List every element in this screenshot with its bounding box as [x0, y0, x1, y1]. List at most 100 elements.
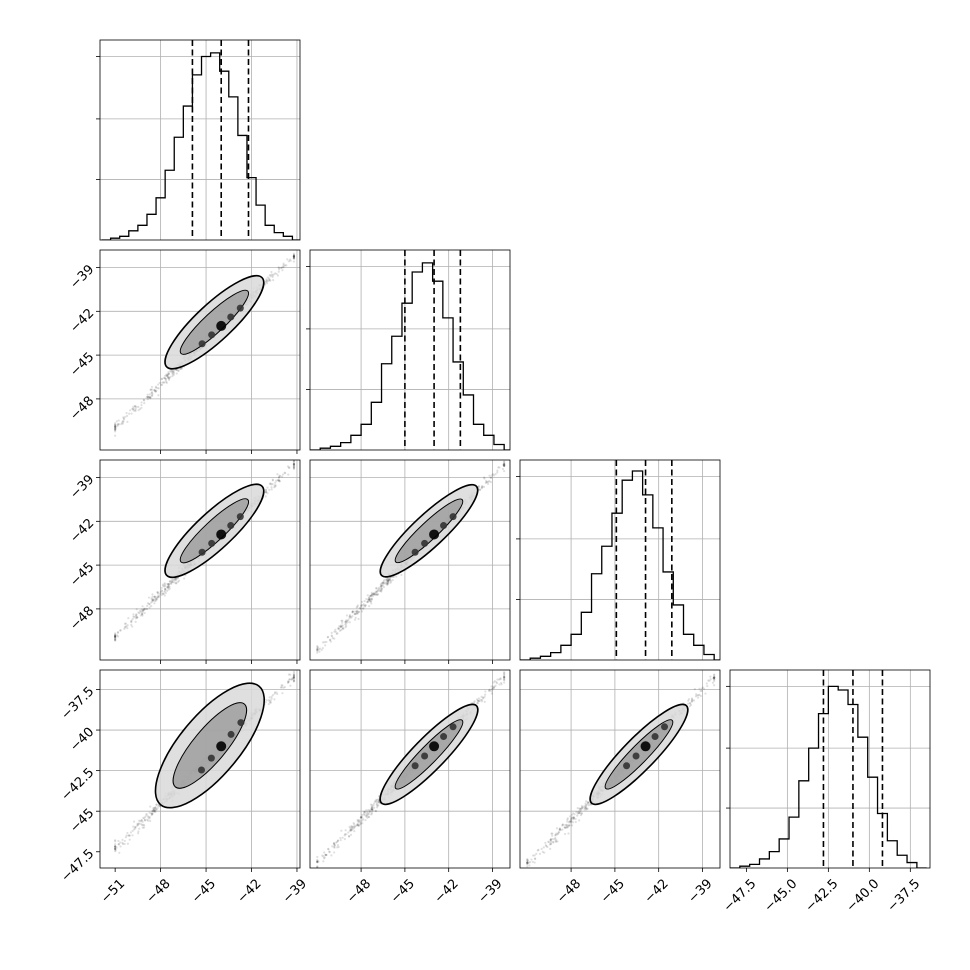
scatter-point	[114, 427, 117, 430]
x-tick-label: −42.5	[803, 876, 842, 915]
scatter-point	[572, 817, 575, 820]
scatter-point	[575, 811, 578, 814]
scatter-point	[345, 619, 348, 622]
scatter-point	[348, 829, 352, 832]
scatter-point	[370, 807, 373, 811]
scatter-point	[267, 277, 271, 280]
scatter-point	[269, 482, 272, 485]
scatter-point	[385, 583, 389, 586]
scatter-point	[348, 617, 351, 620]
scatter-point	[350, 616, 353, 619]
density-blob	[429, 741, 440, 752]
scatter-point	[351, 615, 354, 618]
scatter-point	[292, 460, 296, 463]
scatter-point	[168, 580, 171, 583]
scatter-point	[158, 381, 161, 385]
scatter-point	[280, 266, 283, 269]
scatter-point	[145, 814, 148, 817]
scatter-point	[119, 629, 122, 632]
scatter-point	[166, 583, 170, 586]
scatter-point	[265, 280, 268, 284]
scatter-point	[174, 577, 177, 580]
x-tick-label: −48	[554, 876, 584, 906]
scatter-point	[171, 369, 174, 372]
scatter-point	[333, 844, 336, 847]
scatter-point	[375, 798, 378, 802]
scatter-point	[333, 846, 336, 849]
scatter-point	[151, 595, 154, 598]
scatter-point	[368, 599, 371, 602]
scatter-point	[330, 631, 333, 634]
panel-scatter-2-0: −39 −42 −45 −48	[67, 459, 301, 664]
scatter-point	[366, 816, 369, 819]
scatter-point	[114, 639, 117, 642]
scatter-point	[371, 595, 374, 598]
scatter-point	[176, 577, 179, 580]
scatter-point	[542, 846, 545, 849]
scatter-point	[536, 849, 539, 852]
scatter-point	[366, 812, 369, 815]
scatter-point	[166, 586, 169, 589]
scatter-point	[580, 812, 583, 815]
scatter-point	[116, 631, 119, 635]
scatter-point	[367, 596, 371, 599]
scatter-point	[114, 845, 117, 848]
x-tick-label: −40.0	[844, 876, 883, 915]
scatter-point	[155, 596, 159, 599]
scatter-point	[565, 825, 568, 828]
scatter-point	[292, 675, 296, 678]
scatter-point	[281, 269, 284, 272]
scatter-point	[134, 615, 137, 618]
scatter-point	[496, 469, 499, 472]
scatter-point	[353, 825, 356, 828]
scatter-point	[292, 460, 296, 462]
panel-plot-area	[310, 460, 510, 660]
scatter-point	[287, 680, 290, 683]
scatter-point	[137, 822, 140, 825]
scatter-point	[367, 813, 370, 816]
scatter-point	[264, 495, 267, 498]
scatter-point	[333, 843, 336, 847]
scatter-point	[480, 695, 483, 698]
scatter-point	[321, 647, 324, 650]
scatter-point	[363, 810, 366, 813]
scatter-point	[356, 609, 359, 613]
scatter-point	[278, 478, 281, 482]
density-blob	[227, 522, 235, 530]
scatter-point	[292, 255, 296, 258]
scatter-point	[155, 803, 158, 806]
scatter-point	[122, 417, 125, 420]
scatter-point	[363, 814, 366, 817]
scatter-point	[373, 806, 376, 809]
scatter-point	[713, 679, 716, 683]
scatter-point	[124, 836, 127, 839]
scatter-point	[288, 466, 291, 469]
panel-plot-area	[100, 460, 300, 660]
density-blob	[227, 730, 235, 738]
scatter-point	[151, 600, 154, 603]
scatter-point	[114, 637, 117, 641]
scatter-point	[166, 373, 169, 376]
y-tick-label: −40	[67, 725, 97, 755]
scatter-point	[361, 822, 364, 825]
scatter-point	[322, 855, 325, 858]
scatter-point	[565, 826, 568, 829]
scatter-point	[149, 388, 152, 391]
scatter-point	[528, 861, 532, 864]
scatter-point	[569, 815, 572, 818]
panel-plot-area	[730, 670, 930, 868]
x-tick-label: −48	[344, 876, 374, 906]
scatter-point	[136, 822, 139, 826]
scatter-point	[148, 816, 151, 819]
scatter-point	[384, 581, 387, 584]
scatter-point	[568, 820, 571, 823]
scatter-point	[374, 593, 378, 596]
scatter-point	[341, 621, 344, 624]
scatter-point	[316, 649, 319, 652]
scatter-point	[133, 615, 136, 619]
scatter-point	[387, 578, 390, 581]
scatter-point	[292, 255, 296, 258]
scatter-point	[495, 682, 499, 685]
scatter-point	[353, 618, 357, 621]
scatter-point	[149, 388, 152, 391]
